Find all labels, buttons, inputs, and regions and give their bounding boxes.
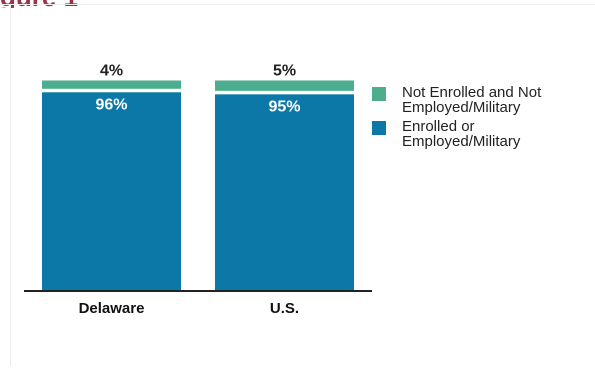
legend-item-enrolled: Enrolled or Employed/Military xyxy=(372,119,592,149)
bar-enrolled-u-s xyxy=(215,94,354,291)
legend-label-enrolled: Enrolled or Employed/Military xyxy=(402,118,521,150)
legend-swatch-not-enrolled xyxy=(372,87,386,101)
legend-label-not-enrolled: Not Enrolled and Not Employed/Military xyxy=(402,84,542,116)
data-label-not-enrolled-u-s: 5% xyxy=(273,63,296,80)
x-tick-label-delaware: Delaware xyxy=(79,300,145,317)
left-border xyxy=(10,4,11,366)
legend-swatch-enrolled xyxy=(372,121,386,135)
legend: Not Enrolled and Not Employed/Military E… xyxy=(372,85,592,153)
legend-item-not-enrolled: Not Enrolled and Not Employed/Military xyxy=(372,85,592,115)
bar-not-enrolled-u-s xyxy=(215,80,354,91)
x-tick-label-u-s: U.S. xyxy=(270,300,299,317)
top-border xyxy=(0,4,595,5)
data-label-not-enrolled-delaware: 4% xyxy=(100,63,123,80)
data-label-enrolled-u-s: 95% xyxy=(268,98,300,115)
bar-enrolled-delaware xyxy=(42,92,181,291)
bar-not-enrolled-delaware xyxy=(42,80,181,89)
data-label-enrolled-delaware: 96% xyxy=(95,96,127,113)
